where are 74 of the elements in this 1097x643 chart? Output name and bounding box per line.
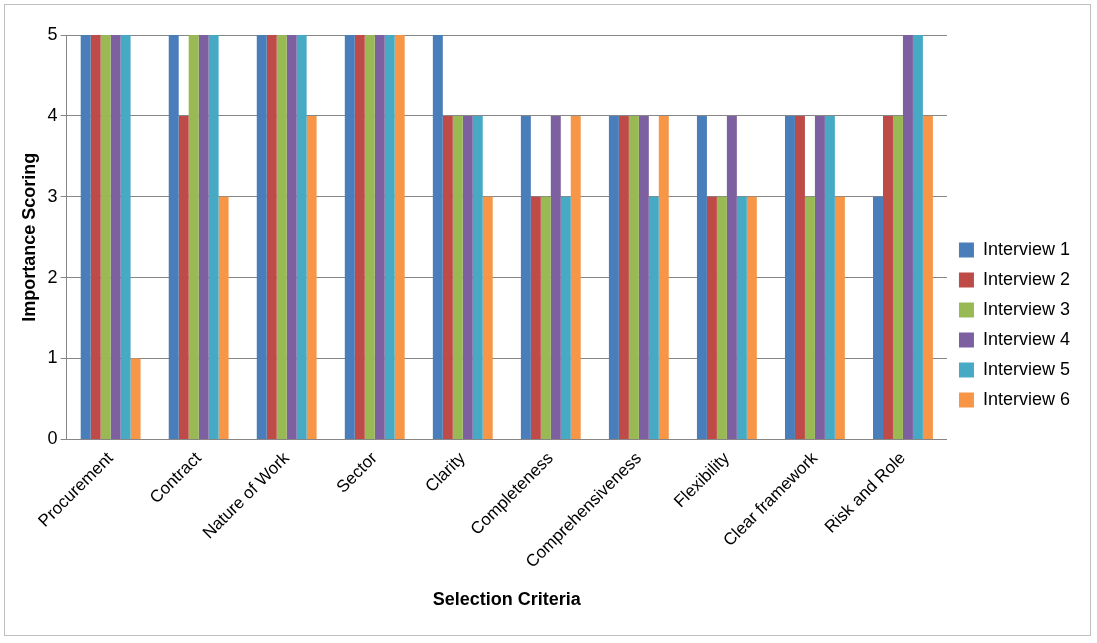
bar	[540, 196, 551, 439]
bar	[648, 196, 659, 439]
legend-label: Interview 4	[982, 328, 1071, 349]
bar	[882, 115, 893, 439]
bar	[794, 115, 805, 439]
bar	[892, 115, 903, 439]
bar	[344, 35, 355, 439]
legend-label: Interview 2	[982, 268, 1071, 289]
y-tick-label: 0	[47, 428, 58, 449]
bar	[814, 115, 825, 439]
bar	[922, 115, 933, 439]
bar	[608, 115, 619, 439]
y-tick-label: 1	[47, 347, 58, 368]
bar	[110, 35, 121, 439]
bar	[266, 35, 277, 439]
bar	[550, 115, 561, 439]
bar	[696, 115, 707, 439]
bar	[384, 35, 395, 439]
bar	[276, 35, 287, 439]
bar	[570, 115, 581, 439]
bar	[462, 115, 473, 439]
bar	[736, 196, 747, 439]
bar	[432, 35, 443, 439]
bar	[296, 35, 307, 439]
bar	[912, 35, 923, 439]
bar	[168, 35, 179, 439]
bar	[560, 196, 571, 439]
legend-label: Interview 1	[982, 238, 1071, 259]
bar	[354, 35, 365, 439]
bar	[208, 35, 219, 439]
bar	[716, 196, 727, 439]
bar	[394, 35, 405, 439]
bar	[218, 196, 229, 439]
bar	[628, 115, 639, 439]
x-axis-title: Selection Criteria	[432, 589, 582, 610]
bar	[374, 35, 385, 439]
bar	[130, 358, 141, 439]
bar	[80, 35, 91, 439]
bar	[120, 35, 131, 439]
bar	[834, 196, 845, 439]
y-tick-label: 3	[47, 185, 58, 206]
legend-label: Interview 3	[982, 298, 1071, 319]
bar	[520, 115, 531, 439]
bar	[472, 115, 483, 439]
bar	[804, 196, 815, 439]
bar	[256, 35, 267, 439]
y-tick-label: 5	[47, 23, 58, 44]
bar	[873, 196, 883, 439]
bar	[90, 35, 101, 439]
bar	[482, 196, 493, 439]
bar	[638, 115, 649, 439]
legend-label: Interview 6	[982, 388, 1071, 409]
bar	[902, 35, 913, 439]
y-axis-title: Importance Scoring	[18, 152, 39, 322]
bar	[726, 115, 737, 439]
bar	[530, 196, 541, 439]
y-tick-label: 4	[47, 104, 58, 125]
bar	[178, 115, 189, 439]
bar	[306, 115, 317, 439]
bar	[100, 35, 111, 439]
bar	[442, 115, 453, 439]
bar	[198, 35, 209, 439]
bar	[188, 35, 199, 439]
bar	[706, 196, 717, 439]
legend-label: Interview 5	[982, 358, 1071, 379]
bar	[618, 115, 629, 439]
bar	[452, 115, 463, 439]
y-tick-label: 2	[47, 266, 58, 287]
bar	[658, 115, 669, 439]
bar	[824, 115, 835, 439]
bar	[364, 35, 375, 439]
bar	[286, 35, 297, 439]
bar	[784, 115, 795, 439]
bar	[746, 196, 757, 439]
